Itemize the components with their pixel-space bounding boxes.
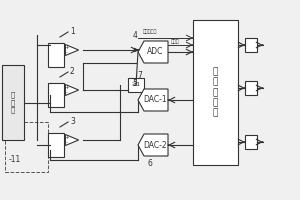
Text: -: - <box>66 50 68 55</box>
FancyBboxPatch shape <box>245 38 257 52</box>
Text: 2: 2 <box>70 68 75 76</box>
Text: 5: 5 <box>133 79 137 88</box>
FancyBboxPatch shape <box>245 81 257 95</box>
Text: ADC: ADC <box>147 47 163 56</box>
Text: +: + <box>65 85 69 90</box>
Text: 接
收
器: 接 收 器 <box>11 92 15 113</box>
Bar <box>5 122 48 172</box>
FancyBboxPatch shape <box>128 78 144 92</box>
FancyBboxPatch shape <box>245 135 257 149</box>
Text: -11: -11 <box>9 156 21 164</box>
Text: 1: 1 <box>70 27 75 36</box>
Text: 6: 6 <box>148 158 152 168</box>
Text: 状态控制线: 状态控制线 <box>143 29 157 34</box>
Text: DAC-1: DAC-1 <box>143 96 167 104</box>
Text: -: - <box>66 90 68 95</box>
Text: ≥1: ≥1 <box>131 82 141 88</box>
FancyBboxPatch shape <box>2 65 24 140</box>
Text: 数据线: 数据线 <box>171 40 179 45</box>
Polygon shape <box>65 84 79 96</box>
Text: DAC-2: DAC-2 <box>143 140 167 150</box>
Polygon shape <box>138 41 168 63</box>
FancyBboxPatch shape <box>48 83 64 107</box>
Polygon shape <box>65 45 79 55</box>
Text: 3: 3 <box>70 117 75 127</box>
Text: 核
心
控
制
器: 核 心 控 制 器 <box>213 67 218 118</box>
Text: 4: 4 <box>133 31 137 40</box>
Text: +: + <box>65 45 69 50</box>
Polygon shape <box>65 134 79 146</box>
Polygon shape <box>138 89 168 111</box>
FancyBboxPatch shape <box>193 20 238 165</box>
FancyBboxPatch shape <box>48 133 64 157</box>
FancyBboxPatch shape <box>48 43 64 67</box>
Polygon shape <box>138 134 168 156</box>
Text: -: - <box>66 140 68 145</box>
Text: +: + <box>65 135 69 140</box>
Text: 7: 7 <box>138 72 142 80</box>
